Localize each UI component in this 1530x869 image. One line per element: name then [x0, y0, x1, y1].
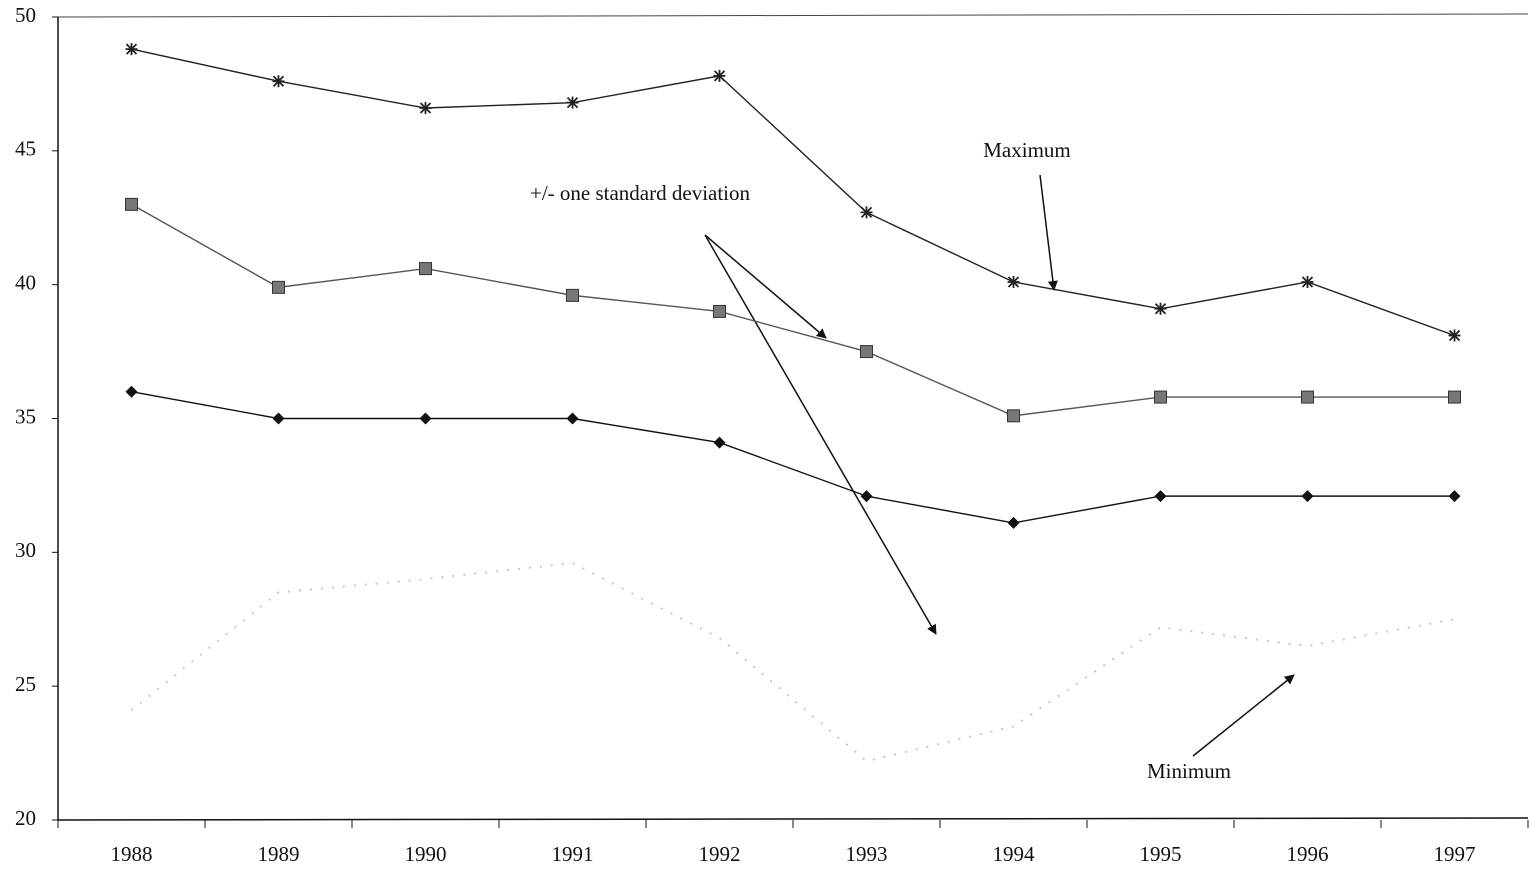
data-point [1301, 390, 1314, 404]
data-point [860, 206, 873, 219]
y-tick-label: 40 [15, 270, 36, 294]
arrow [704, 234, 937, 635]
x-tick-label: 1991 [552, 842, 594, 866]
data-point [419, 412, 432, 425]
data-point [1448, 490, 1461, 503]
data-point [1154, 390, 1167, 404]
x-tick-label: 1997 [1434, 842, 1476, 866]
x-tick-label: 1994 [993, 842, 1036, 866]
plot-top-border [57, 13, 1529, 18]
data-point [566, 412, 579, 425]
data-point [566, 96, 579, 109]
y-tick-label: 50 [15, 3, 36, 27]
x-tick-label: 1990 [405, 842, 447, 866]
data-point [419, 262, 432, 276]
data-point [566, 288, 579, 302]
x-axis [57, 817, 1529, 821]
arrow [1192, 674, 1295, 757]
x-tick-label: 1988 [111, 842, 153, 866]
data-point [860, 345, 873, 359]
x-tick-marks [57, 820, 1529, 828]
annotation: +/- one standard deviation [530, 181, 751, 205]
data-point [419, 102, 432, 115]
series-line [131, 48, 1455, 337]
data-point [713, 436, 726, 449]
x-tick-label: 1996 [1287, 842, 1329, 866]
x-tick-label: 1993 [846, 842, 888, 866]
data-point [125, 197, 138, 211]
y-tick-label: 45 [15, 137, 36, 161]
data-point [1301, 490, 1314, 503]
y-tick-label: 30 [15, 538, 36, 562]
data-point [713, 69, 726, 82]
arrow [704, 234, 827, 339]
data-point [272, 75, 285, 88]
data-point [1448, 329, 1461, 342]
annotation: Minimum [1147, 759, 1231, 783]
data-point [1007, 275, 1020, 288]
data-point [272, 280, 285, 294]
y-tick-label: 20 [15, 806, 36, 830]
data-point [1301, 275, 1314, 288]
series-line [130, 562, 1455, 763]
y-tick-label: 25 [15, 672, 36, 696]
x-tick-label: 1989 [258, 842, 300, 866]
data-point [1007, 409, 1020, 423]
data-point [713, 304, 726, 318]
data-point [272, 412, 285, 425]
data-point [125, 385, 138, 398]
arrow [1039, 174, 1058, 291]
data-point [1154, 302, 1167, 315]
data-point [1154, 490, 1167, 503]
data-point [1448, 390, 1461, 404]
annotation: Maximum [983, 138, 1071, 162]
x-tick-label: 1992 [699, 842, 741, 866]
data-point [125, 43, 138, 56]
series-line [131, 391, 1455, 524]
series-line [131, 203, 1455, 417]
data-point [1007, 516, 1020, 529]
y-tick-label: 35 [15, 404, 36, 428]
data-point [860, 490, 873, 503]
x-tick-label: 1995 [1140, 842, 1182, 866]
